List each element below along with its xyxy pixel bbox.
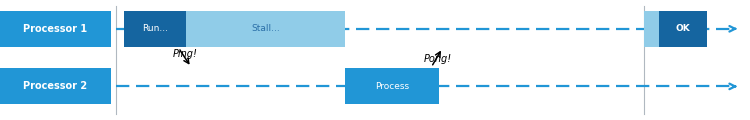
Text: Processor 1: Processor 1 <box>23 24 88 34</box>
Text: Stall...: Stall... <box>251 24 280 33</box>
FancyBboxPatch shape <box>644 11 658 47</box>
FancyBboxPatch shape <box>186 11 345 47</box>
Text: Process: Process <box>375 82 409 91</box>
Text: Ping!: Ping! <box>172 49 197 59</box>
Text: Run...: Run... <box>142 24 168 33</box>
Text: Pong!: Pong! <box>424 54 451 64</box>
FancyBboxPatch shape <box>124 11 186 47</box>
FancyBboxPatch shape <box>0 11 111 47</box>
Text: OK: OK <box>675 24 690 33</box>
Text: Processor 2: Processor 2 <box>23 81 88 91</box>
FancyBboxPatch shape <box>0 68 111 104</box>
FancyBboxPatch shape <box>658 11 706 47</box>
FancyBboxPatch shape <box>345 68 439 104</box>
